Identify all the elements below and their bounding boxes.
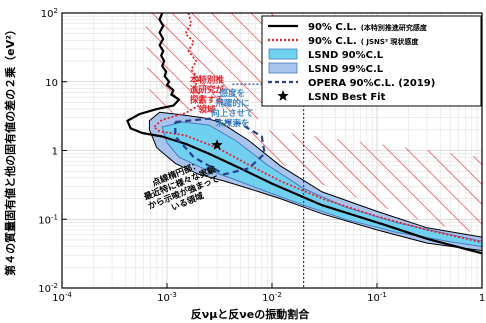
- x-tick-label: 10-4: [52, 291, 72, 304]
- y-tick-label: 102: [41, 7, 58, 20]
- annotation-line: 感度を: [220, 88, 246, 99]
- legend-label: LSND Best Fit: [308, 92, 386, 103]
- x-tick-base: 10: [157, 293, 170, 304]
- x-tick-label: 10-1: [367, 291, 387, 304]
- y-tick-base: 1: [52, 147, 58, 158]
- y-tick-label: 10: [45, 78, 58, 89]
- x-tick-label: 1: [479, 293, 485, 304]
- legend: 90% C.L. (本特別推進研究感度 90% C.L.( JSNS² 現状感度 LS…: [262, 16, 481, 106]
- legend-note: (本特別推進研究感度: [361, 23, 428, 32]
- y-tick-base: 10: [41, 9, 54, 20]
- x-tick-base: 10: [52, 293, 65, 304]
- legend-label: OPERA 90%C.L. (2019): [308, 78, 435, 89]
- annotation-line: 未探索を: [214, 118, 249, 129]
- legend-label: LSND 90%C.L: [308, 50, 384, 61]
- y-tick-exp: -1: [51, 213, 58, 221]
- x-tick-exp: -2: [275, 291, 282, 299]
- y-tick-base: 10: [38, 215, 51, 226]
- x-tick-label: 10-3: [157, 291, 177, 304]
- y-tick-base: 10: [38, 284, 51, 295]
- annotation-line: 本特別推: [190, 74, 225, 85]
- x-tick-base: 10: [262, 293, 275, 304]
- x-tick-exp: -1: [380, 291, 387, 299]
- y-axis-label: 第４の質量固有値と他の固有値の差の２乗（eV²）: [3, 24, 17, 276]
- y-tick-exp: -2: [51, 282, 58, 290]
- legend-label: 90% C.L.( JSNS² 現状感度: [308, 36, 419, 47]
- y-tick-base: 10: [45, 78, 58, 89]
- x-axis-label: 反νμと反νeの振動割合: [191, 307, 311, 321]
- annotation-line: 飛躍的に: [214, 98, 249, 109]
- legend-note: ( JSNS² 現状感度: [361, 37, 420, 46]
- y-tick-exp: 2: [54, 7, 58, 15]
- legend-symbol-box: [269, 63, 297, 73]
- legend-symbol-box: [269, 49, 297, 59]
- y-tick-label: 10-1: [38, 213, 58, 226]
- x-tick-label: 10-2: [262, 291, 282, 304]
- x-tick-exp: -3: [170, 291, 177, 299]
- annotation-line: 向上させて: [211, 108, 254, 119]
- x-tick-exp: -4: [65, 291, 73, 299]
- legend-label: 90% C.L. (本特別推進研究感度: [308, 22, 428, 33]
- x-tick-base: 1: [479, 293, 485, 304]
- legend-label: LSND 99%C.L: [308, 64, 384, 75]
- x-tick-base: 10: [367, 293, 380, 304]
- y-tick-label: 1: [52, 147, 58, 158]
